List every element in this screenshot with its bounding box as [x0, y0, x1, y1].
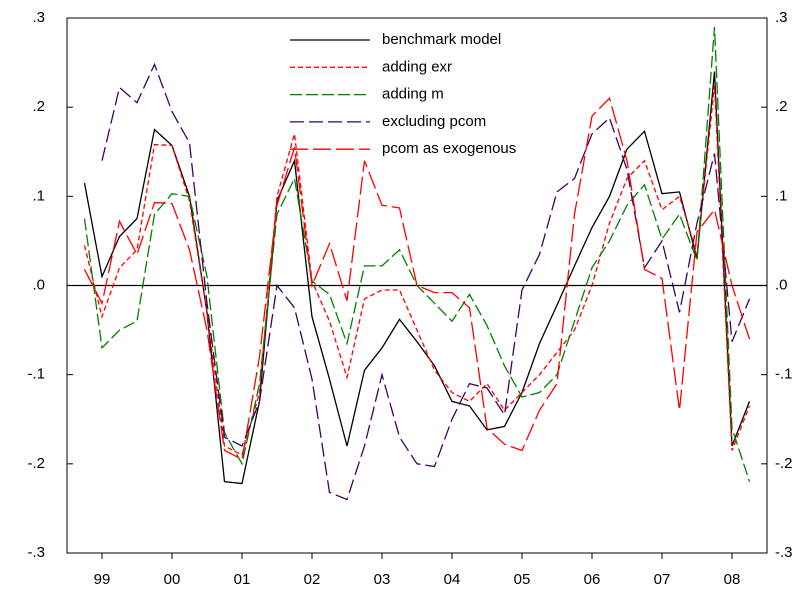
- y-tick-label: -.2: [27, 455, 45, 472]
- y-tick-label: -.3: [27, 544, 45, 561]
- y-tick-label: .1: [32, 187, 45, 204]
- x-tick-label: 04: [444, 571, 461, 588]
- y2-tick-label: .0: [775, 276, 788, 293]
- y2-tick-label: .3: [775, 9, 788, 26]
- x-tick-label: 07: [654, 571, 671, 588]
- x-tick-label: 00: [164, 571, 181, 588]
- series-line: [83, 96, 751, 461]
- x-tick-label: 02: [304, 571, 321, 588]
- legend-label: pcom as exogenous: [382, 140, 516, 157]
- y2-tick-label: .2: [775, 98, 788, 115]
- x-tick-label: 03: [374, 571, 391, 588]
- series-line: [83, 26, 751, 482]
- y2-tick-label: -.3: [775, 544, 793, 561]
- y-tick-label: .3: [32, 9, 45, 26]
- series-line: [83, 84, 751, 456]
- x-tick-label: 06: [584, 571, 601, 588]
- legend-label: excluding pcom: [382, 113, 486, 130]
- x-tick-label: 05: [514, 571, 531, 588]
- y-tick-label: .2: [32, 98, 45, 115]
- x-tick-label: 99: [94, 571, 111, 588]
- series-line: [83, 71, 751, 485]
- y2-tick-label: -.2: [775, 455, 793, 472]
- y-tick-label: .0: [32, 276, 45, 293]
- y2-tick-label: .1: [775, 187, 788, 204]
- y-tick-label: -.1: [27, 366, 45, 383]
- x-tick-label: 08: [724, 571, 741, 588]
- legend-label: benchmark model: [382, 31, 501, 48]
- y2-tick-label: -.1: [775, 366, 793, 383]
- legend-label: adding m: [382, 86, 444, 103]
- x-tick-label: 01: [234, 571, 251, 588]
- legend-label: adding exr: [382, 58, 452, 75]
